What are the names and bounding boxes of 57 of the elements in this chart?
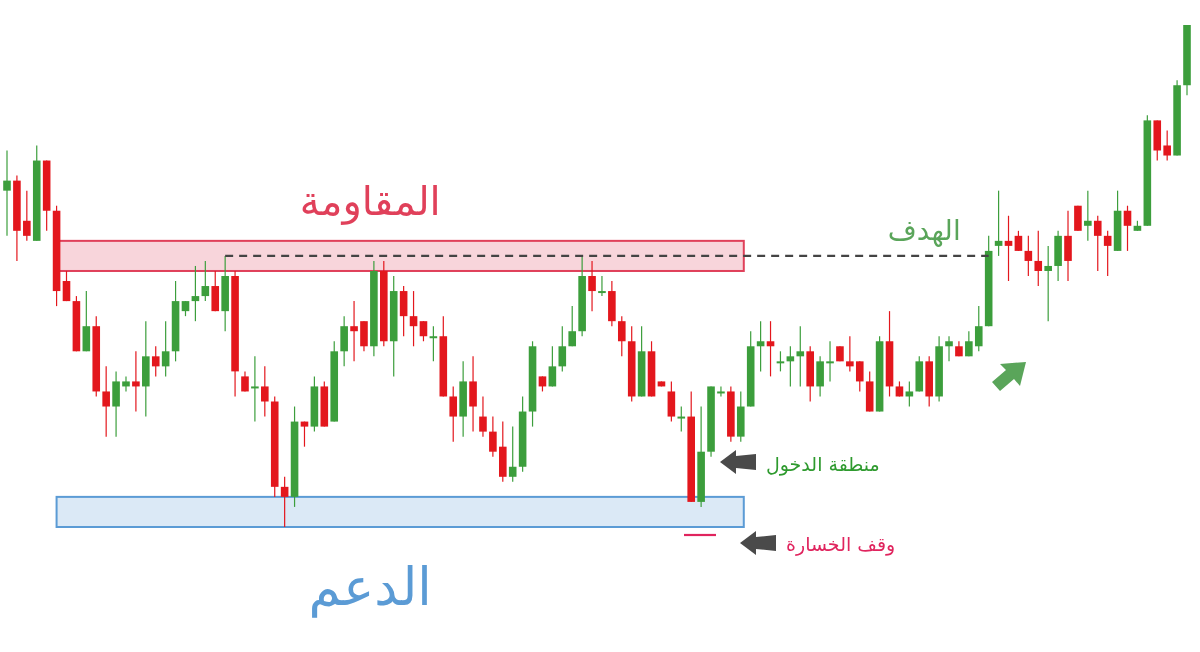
candlestick: [1084, 190, 1092, 242]
ref-line-label: الهدف: [887, 213, 961, 247]
candlestick: [1014, 230, 1023, 252]
candlestick: [102, 365, 110, 438]
candlestick: [1093, 215, 1102, 272]
candlestick: [905, 380, 914, 408]
candlestick: [191, 265, 200, 322]
candlestick: [548, 345, 557, 388]
candlestick: [489, 415, 497, 458]
candlestick: [132, 350, 140, 413]
candlestick: [508, 426, 517, 483]
candlestick: [846, 335, 854, 372]
candlestick: [479, 395, 487, 438]
candlestick: [598, 275, 606, 297]
candlestick: [251, 355, 259, 423]
candlestick: [429, 325, 438, 362]
candlestick: [796, 325, 805, 388]
candlestick: [826, 340, 834, 383]
candlestick: [855, 360, 864, 393]
candlestick: [3, 149, 11, 237]
annotation: منطقة الدخول: [766, 453, 880, 476]
candlestick: [350, 300, 358, 362]
candlestick: [161, 320, 170, 377]
candlestick: [786, 345, 795, 388]
candlestick: [965, 330, 973, 357]
annotation: منطقة الدخول: [720, 450, 880, 475]
candlestick: [994, 190, 1003, 257]
band-label: الدعم: [308, 557, 432, 618]
candlestick: [1123, 205, 1132, 252]
candlestick: [1163, 129, 1171, 162]
candlestick: [409, 290, 418, 347]
candlestick: [617, 315, 626, 357]
candlestick: [122, 375, 130, 393]
candlestick: [1004, 215, 1013, 282]
candlestick: [280, 476, 289, 528]
candlestick: [1034, 230, 1043, 287]
candlestick: [151, 345, 160, 377]
candlestick: [300, 420, 309, 448]
candlestick: [756, 320, 765, 372]
candlestick: [23, 190, 31, 242]
candlestick: [419, 320, 428, 342]
candlestick: [62, 270, 71, 302]
candlestick: [568, 305, 577, 347]
candlestick: [766, 320, 775, 377]
candlestick: [1024, 235, 1033, 277]
candlestick: [261, 365, 269, 418]
candlestick: [201, 260, 210, 302]
candlestick: [1044, 245, 1052, 322]
candlestick: [1103, 230, 1112, 277]
candlestick: [677, 405, 686, 433]
candlestick: [717, 385, 725, 398]
candlestick: [449, 385, 458, 443]
candlestick: [558, 325, 567, 372]
candlestick: [945, 335, 953, 362]
candlestick: [974, 305, 983, 352]
candlestick: [588, 260, 596, 312]
candlestick: [776, 350, 785, 372]
